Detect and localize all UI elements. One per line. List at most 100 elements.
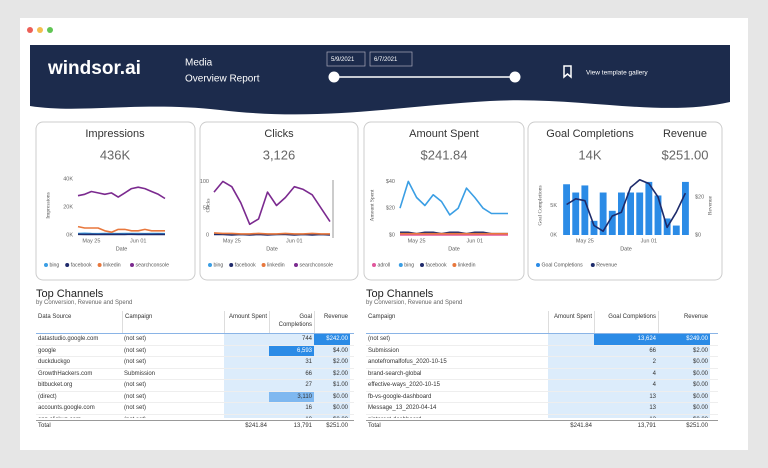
table-cell: (not set) <box>124 347 147 354</box>
column-header: Revenue <box>314 311 350 333</box>
slider-handle[interactable] <box>328 71 340 83</box>
table-cell: 3,110 <box>269 391 314 402</box>
kpi-value: 3,126 <box>263 147 296 162</box>
y-tick-label: $40 <box>386 179 395 185</box>
date-box[interactable] <box>326 51 366 67</box>
table-cell <box>224 357 269 368</box>
legend-label: adroll <box>378 263 391 269</box>
start-date[interactable]: 5/9/2021 <box>331 57 355 63</box>
bar <box>618 192 625 235</box>
table-title: Top Channels <box>36 288 104 300</box>
table-cell: effective-ways_2020-10-15 <box>368 382 440 388</box>
table-cell: GrowthHackers.com <box>38 370 93 377</box>
table-cell: 66 <box>594 345 658 356</box>
kpi-value: 436K <box>100 147 131 162</box>
table-cell: (direct) <box>38 393 57 400</box>
table-cell: 27 <box>269 380 314 391</box>
legend-swatch <box>97 263 102 267</box>
series-line <box>77 186 166 200</box>
bar <box>590 220 598 235</box>
legend-label: bing <box>404 263 414 269</box>
table-cell: 16 <box>269 403 314 414</box>
x-axis-title: Date <box>266 246 278 252</box>
column-header: Amount Spent <box>224 311 269 333</box>
table-cell: 13 <box>594 391 658 402</box>
legend-swatch <box>261 263 266 267</box>
table-cell: $0.00 <box>658 391 710 402</box>
table-cell <box>224 403 269 414</box>
column-header: Campaign <box>122 311 224 333</box>
y-tick-label: 0 <box>206 232 209 238</box>
bar <box>672 225 680 235</box>
table-body: (not set) 13,624 $249.00 Submission 66 $2.00 a… <box>366 334 718 418</box>
table-cell: brand-search-global <box>368 370 422 377</box>
x-tick-label: Jun 01 <box>467 238 484 244</box>
table-row: (direct) (not set) 3,110 $0.00 <box>36 391 354 403</box>
table-cell <box>548 357 594 368</box>
table-cell: 6,593 <box>269 345 314 356</box>
table-row: datastudio.google.com (not set) 744 $242.00 <box>36 334 354 346</box>
legend-label: linkedin <box>267 263 285 269</box>
bookmark-icon[interactable] <box>563 65 572 79</box>
bar <box>654 195 662 235</box>
x-tick-label: May 25 <box>82 238 100 244</box>
x-tick-label: May 25 <box>576 238 594 244</box>
total-cell: $251.00 <box>686 423 708 429</box>
slider-handle[interactable] <box>509 71 521 83</box>
table-cell: $242.00 <box>314 334 350 345</box>
table-row: brand-search-global 4 $0.00 <box>366 368 718 380</box>
date-box[interactable] <box>369 51 413 67</box>
legend-label: Goal Completions <box>542 263 584 269</box>
card <box>199 121 359 281</box>
table-cell: Submission <box>124 370 156 377</box>
table-cell <box>548 334 594 345</box>
table-cell: anotefromalfofus_2020-10-15 <box>368 359 447 365</box>
gallery-link[interactable]: View template gallery <box>586 70 648 77</box>
table-cell: $0.00 <box>658 414 710 418</box>
x-tick-label: Jun 01 <box>286 238 303 244</box>
table-body: datastudio.google.com (not set) 744 $242.00… <box>36 334 354 418</box>
total-cell: Total <box>368 423 381 429</box>
end-date[interactable]: 6/7/2021 <box>374 57 398 63</box>
bar <box>645 181 653 235</box>
minimize-dot[interactable] <box>37 27 43 33</box>
total-cell: Total <box>38 423 51 429</box>
table-cell <box>548 414 594 418</box>
legend-label: bing <box>214 263 224 269</box>
table-cell: bitbucket.org <box>38 382 73 388</box>
table-cell: (not set) <box>124 382 147 388</box>
series-line <box>77 225 165 233</box>
legend-label: facebook <box>426 263 447 269</box>
table-cell: Message_13_2020-04-14 <box>368 405 437 411</box>
y-axis-title: Goal Completions <box>537 185 543 225</box>
table-cell: 744 <box>269 334 314 345</box>
table-cell: $0.00 <box>314 414 350 418</box>
table-cell <box>548 403 594 414</box>
kpi-value: 14K <box>578 147 601 162</box>
close-dot[interactable] <box>27 27 33 33</box>
table-cell: $2.00 <box>314 357 350 368</box>
header-band <box>30 45 730 115</box>
table-cell: (not set) <box>368 336 391 342</box>
table-cell <box>224 345 269 356</box>
table-cell: $249.00 <box>658 334 710 345</box>
total-cell: 13,791 <box>293 423 312 429</box>
total-row: Total $241.84 13,791 $251.00 <box>366 420 718 432</box>
series-line <box>213 232 330 235</box>
table-cell <box>548 380 594 391</box>
table-cell: 12 <box>594 414 658 418</box>
x-axis-title: Date <box>116 246 128 252</box>
y-tick-label: 0K <box>66 232 73 238</box>
column-header: Revenue <box>658 311 710 333</box>
total-cell: $251.00 <box>326 423 348 429</box>
table-cell: $0.00 <box>658 368 710 379</box>
table-cell: $1.00 <box>314 380 350 391</box>
column-header: Amount Spent <box>548 311 594 333</box>
table-cell: (not set) <box>122 415 224 419</box>
maximize-dot[interactable] <box>47 27 53 33</box>
card <box>35 121 196 281</box>
y2-axis-title: Revenue <box>707 195 713 215</box>
table-cell: $0.00 <box>314 391 350 402</box>
total-cell: $241.84 <box>245 423 267 429</box>
table-cell: $0.00 <box>658 403 710 414</box>
